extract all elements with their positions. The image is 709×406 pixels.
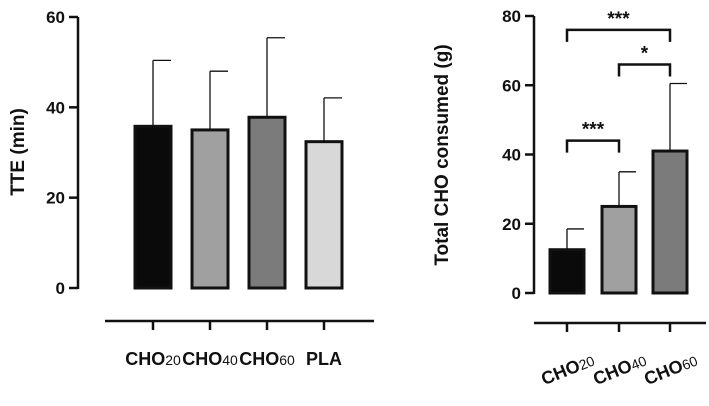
x-tick-label: CHO20	[125, 349, 181, 369]
y-tick-label: 80	[502, 7, 521, 26]
y-tick-label: 40	[46, 98, 65, 117]
y-tick-label: 60	[46, 8, 65, 27]
y-tick-label: 0	[512, 284, 521, 303]
x-tick-label: CHO60	[239, 349, 295, 369]
y-tick-label: 60	[502, 76, 521, 95]
y-axis-title: Total CHO consumed (g)	[432, 44, 453, 265]
significance-bracket	[617, 63, 672, 77]
y-tick-label: 20	[502, 215, 521, 234]
significance-label: ***	[607, 9, 630, 30]
y-tick-label: 40	[502, 146, 521, 165]
x-tick-label: PLA	[306, 349, 342, 369]
significance-bracket	[565, 28, 672, 42]
significance-label: *	[641, 43, 649, 64]
bar	[247, 115, 287, 290]
bar	[548, 248, 586, 295]
y-axis-title: TTE (min)	[8, 108, 29, 196]
x-tick-label: CHO20	[538, 350, 597, 389]
y-tick-label: 0	[56, 279, 65, 298]
bar	[190, 128, 230, 290]
tte-chart: 0 20 40 60 TTE (min) CHO20 CHO40 CHO60 PLA	[8, 8, 374, 369]
significance-bracket	[565, 139, 621, 153]
bar	[651, 149, 689, 295]
y-tick-label: 20	[46, 189, 65, 208]
x-tick-label: CHO40	[590, 350, 649, 389]
bar	[304, 140, 344, 290]
bar	[600, 204, 638, 295]
x-tick-label: CHO40	[182, 349, 238, 369]
bar	[133, 124, 173, 290]
total-cho-chart: 0 20 40 60 80 Total CHO consumed (g) CHO20CHO4…	[432, 7, 706, 389]
significance-label: ***	[582, 120, 605, 141]
x-tick-label: CHO60	[641, 350, 700, 389]
